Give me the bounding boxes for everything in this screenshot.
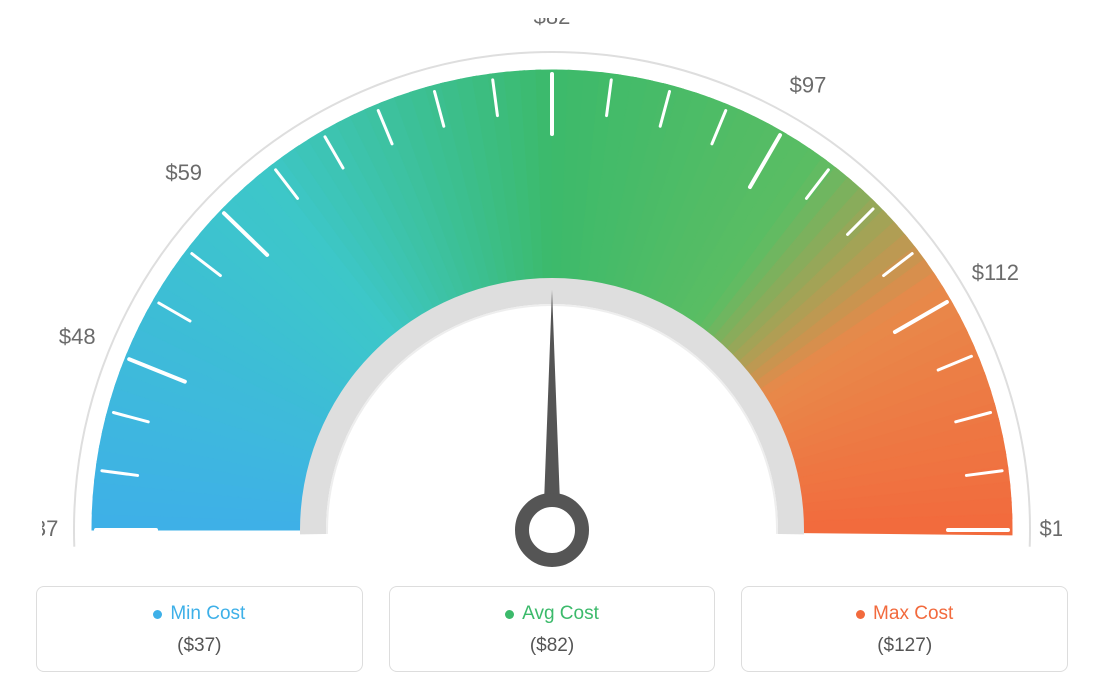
svg-text:$127: $127 — [1040, 516, 1062, 541]
legend-row: Min Cost ($37) Avg Cost ($82) Max Cost (… — [0, 586, 1104, 672]
gauge-svg: $37 $48 $59 $82 $97 $112 $127 — [42, 18, 1062, 578]
legend-avg-dot — [505, 610, 514, 619]
legend-avg-title: Avg Cost — [505, 603, 599, 625]
legend-avg-card: Avg Cost ($82) — [389, 586, 716, 672]
legend-max-dot — [856, 610, 865, 619]
svg-text:$37: $37 — [42, 516, 58, 541]
legend-min-title: Min Cost — [153, 603, 245, 625]
legend-max-value: ($127) — [752, 635, 1057, 657]
legend-max-card: Max Cost ($127) — [741, 586, 1068, 672]
svg-text:$97: $97 — [790, 72, 827, 97]
svg-text:$112: $112 — [972, 260, 1019, 285]
legend-max-label: Max Cost — [873, 603, 953, 625]
legend-min-label: Min Cost — [170, 603, 245, 625]
legend-min-card: Min Cost ($37) — [36, 586, 363, 672]
cost-gauge: $37 $48 $59 $82 $97 $112 $127 — [42, 18, 1062, 578]
svg-text:$48: $48 — [59, 324, 96, 349]
svg-text:$82: $82 — [534, 18, 571, 29]
legend-max-title: Max Cost — [856, 603, 953, 625]
legend-min-value: ($37) — [47, 635, 352, 657]
legend-avg-label: Avg Cost — [522, 603, 599, 625]
legend-min-dot — [153, 610, 162, 619]
svg-text:$59: $59 — [165, 160, 202, 185]
legend-avg-value: ($82) — [400, 635, 705, 657]
